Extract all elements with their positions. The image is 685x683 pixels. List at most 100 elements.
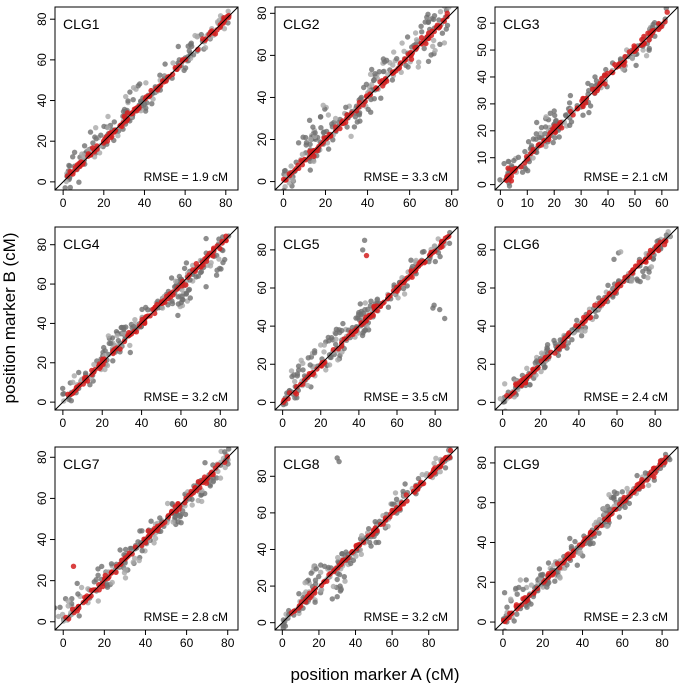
point-grey [404,283,410,289]
point-grey [432,47,438,54]
y-tick-label: 0 [255,178,269,185]
point-red [298,599,305,605]
point-grey [135,83,141,89]
x-tick-label: 20 [312,636,326,650]
identity-line [275,7,458,190]
y-tick-label: 20 [35,356,49,370]
point-grey [162,61,168,67]
point-grey [105,125,111,131]
point-grey [372,519,378,525]
x-tick-label: 80 [422,636,436,650]
panel-clg3: 0 10 20 30 40 50 60 0 10 20 30 40 50 60 CLG3 RMSE = 2.1… [475,6,679,210]
point-grey [175,312,181,319]
point-grey [203,284,209,290]
point-grey [523,577,529,583]
point-grey [402,481,408,487]
point-grey [604,523,610,530]
x-tick-label: 20 [98,636,112,650]
point-grey [202,45,209,51]
x-tick-label: 80 [428,416,442,430]
point-grey [63,178,69,185]
point-red [169,71,176,78]
point-red [626,49,632,55]
y-tick-label: 60 [475,281,489,295]
point-grey [312,599,318,605]
point-grey [401,291,408,297]
point-grey [193,274,199,280]
point-grey [525,168,531,174]
point-grey [567,535,573,542]
point-grey [292,378,298,385]
point-grey [323,367,329,373]
point-red [424,34,430,40]
y-tick-label: 40 [35,533,49,547]
point-grey [577,550,583,557]
x-tick-label: 80 [648,416,662,430]
point-grey [307,362,313,368]
panel-title: CLG2 [283,16,320,32]
plot-frame [54,446,239,631]
y-tick-label: 20 [35,134,49,148]
point-grey [185,43,191,49]
point-grey [399,40,405,46]
point-red [580,320,586,327]
point-grey [419,249,426,255]
x-tick-label: 10 [521,196,535,210]
point-red [356,104,362,110]
point-grey [115,133,121,139]
point-grey [633,62,639,69]
point-red [404,498,410,504]
point-grey [425,58,432,65]
point-red [522,160,528,166]
point-grey [157,515,163,521]
point-grey [416,59,422,65]
point-grey [582,328,588,334]
point-red [640,483,646,489]
panel-clg7: 0 20 40 60 80 0 20 40 60 80 CLG7 RMSE = 2.8 cM [35,446,239,650]
point-grey [67,184,73,190]
point-grey [634,472,640,479]
point-grey [68,398,75,404]
point-red [397,60,404,66]
point-grey [60,385,66,392]
identity-line [495,227,678,410]
point-red [211,246,217,253]
y-tick-label: 40 [475,319,489,333]
point-grey [70,154,76,160]
y-tick-label: 40 [255,319,269,333]
x-tick-label: 20 [534,416,548,430]
y-tick-label: 0 [35,178,49,185]
point-grey [385,304,392,310]
point-grey [543,114,549,120]
panel-title: CLG6 [503,236,540,252]
point-grey [93,577,99,583]
point-red [628,269,634,276]
point-red [616,501,623,507]
point-grey [55,605,58,611]
point-grey [502,381,508,387]
point-red [598,522,604,529]
x-tick-label: 60 [610,416,624,430]
point-red [377,303,384,309]
point-grey [335,357,341,363]
point-grey [168,275,175,281]
x-tick-label: 0 [60,196,67,210]
point-grey [378,95,384,101]
x-tick-label: 40 [135,416,149,430]
point-grey [175,301,182,307]
point-grey [326,362,333,368]
point-grey [217,475,224,481]
point-grey [143,105,149,111]
point-red [179,278,186,284]
point-grey [303,134,309,141]
y-tick-label: 80 [255,469,269,483]
x-tick-label: 0 [60,416,67,430]
point-grey [299,151,306,157]
point-grey [136,557,142,564]
x-tick-label: 50 [628,196,642,210]
point-grey [425,11,431,17]
y-tick-label: 20 [475,357,489,371]
y-tick-label: 60 [255,48,269,62]
y-tick-label: 20 [35,574,49,588]
point-grey [304,382,311,389]
